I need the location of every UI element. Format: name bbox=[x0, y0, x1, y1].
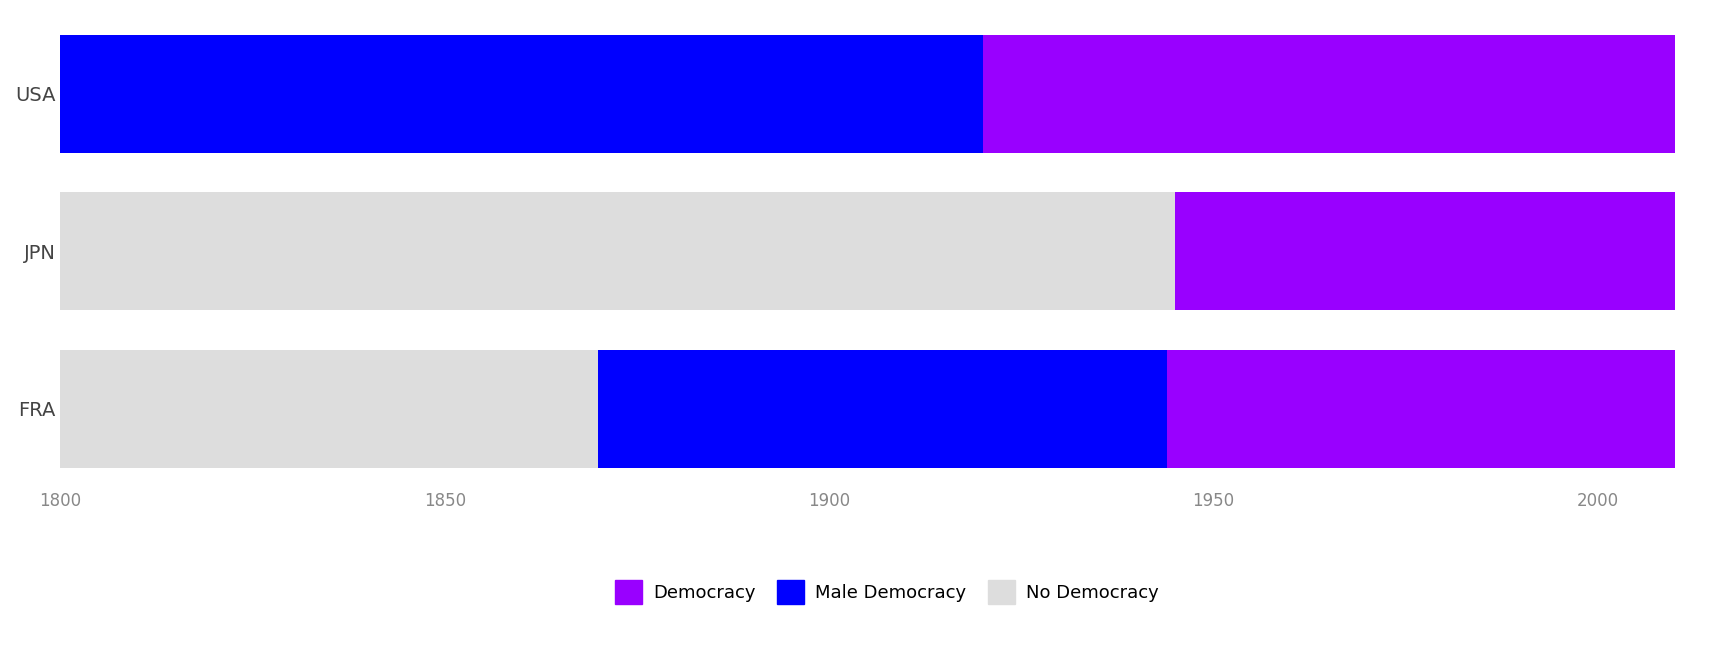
Bar bbox=[1175, 192, 1674, 310]
Bar bbox=[983, 35, 1674, 153]
Bar bbox=[60, 35, 983, 153]
Legend: Democracy, Male Democracy, No Democracy: Democracy, Male Democracy, No Democracy bbox=[608, 573, 1166, 611]
Bar bbox=[1166, 349, 1674, 468]
Bar bbox=[60, 192, 1175, 310]
Bar bbox=[60, 349, 598, 468]
Bar bbox=[598, 349, 1166, 468]
